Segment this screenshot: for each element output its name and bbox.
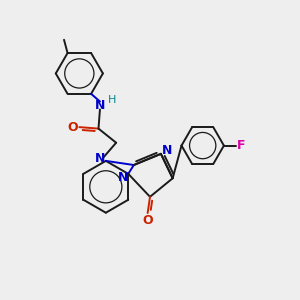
Text: O: O bbox=[67, 121, 78, 134]
Text: N: N bbox=[162, 144, 172, 157]
Text: N: N bbox=[95, 98, 105, 112]
Text: N: N bbox=[95, 152, 105, 165]
Text: N: N bbox=[118, 171, 128, 184]
Text: F: F bbox=[237, 139, 246, 152]
Text: O: O bbox=[142, 214, 153, 226]
Text: H: H bbox=[107, 95, 116, 105]
